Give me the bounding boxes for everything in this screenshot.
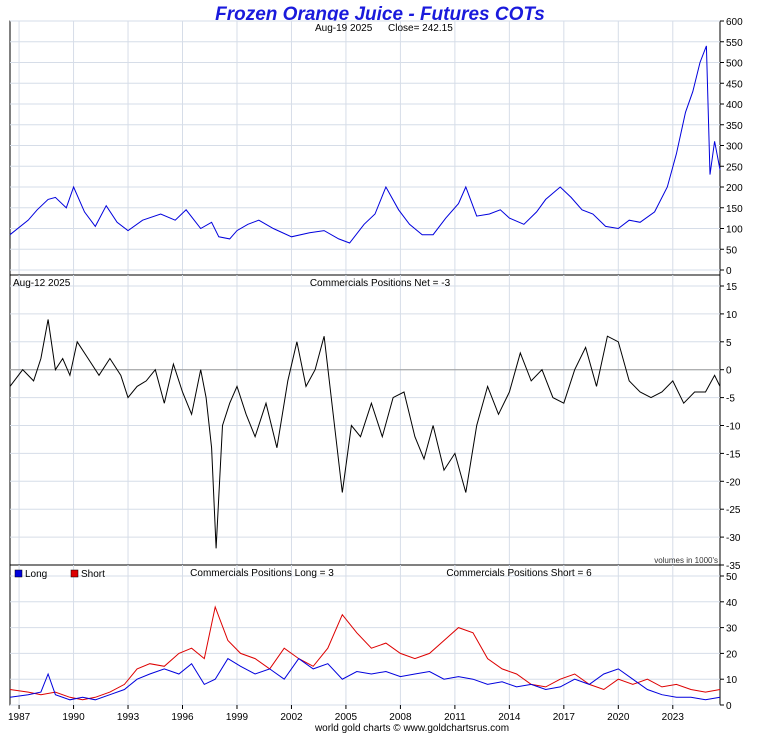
x-tick-label-1999: 1999: [226, 712, 249, 723]
net-y-tick-label: 0: [726, 366, 732, 377]
net-y-tick-label: -10: [726, 422, 741, 433]
legend: Long Short: [14, 569, 105, 580]
legend-long-label: Long: [25, 569, 47, 580]
net-y-axis: 15 10 5 0 -5 -10 -15 -20 -25 -30 -35: [720, 282, 741, 572]
net-y-tick-label: -35: [726, 561, 741, 572]
price-series-line: [9, 45, 721, 244]
x-tick-label-2023: 2023: [662, 712, 685, 723]
price-date-label: Aug-19 2025: [315, 23, 373, 34]
x-tick-label-1990: 1990: [62, 712, 85, 723]
legend-long-swatch: [14, 569, 23, 578]
volumes-note: volumes in 1000's: [654, 556, 718, 565]
net-panel-frame: [9, 274, 721, 566]
x-tick-label-2011: 2011: [444, 712, 466, 723]
price-y-tick-label: 500: [726, 59, 743, 70]
net-date-label: Aug-12 2025: [13, 278, 71, 289]
x-tick-label-2017: 2017: [553, 712, 576, 723]
short-label: Commercials Positions Short = 6: [446, 568, 592, 579]
net-y-tick-label: -30: [726, 533, 741, 544]
price-y-tick-label: 450: [726, 79, 743, 90]
price-y-tick-label: 550: [726, 38, 743, 49]
x-tick-label-2008: 2008: [389, 712, 412, 723]
net-y-tick-label: 5: [726, 338, 732, 349]
net-y-tick-label: 10: [726, 310, 738, 321]
legend-short-swatch: [70, 569, 79, 578]
price-y-tick-label: 350: [726, 121, 743, 132]
long-short-y-tick-label: 50: [726, 572, 738, 583]
x-tick-label-1993: 1993: [117, 712, 140, 723]
net-y-tick-label: -25: [726, 505, 741, 516]
long-series-line: [9, 657, 721, 701]
net-series-line: [9, 319, 721, 549]
net-y-tick-label: 15: [726, 282, 738, 293]
price-close-label: Close= 242.15: [388, 23, 453, 34]
price-y-tick-label: 200: [726, 183, 743, 194]
footer-credit: world gold charts © www.goldchartsrus.co…: [314, 723, 509, 734]
price-panel-frame: [9, 20, 721, 276]
price-y-tick-label: 100: [726, 225, 743, 236]
long-short-y-axis: 0 10 20 30 40 50: [720, 572, 738, 712]
long-short-y-tick-label: 10: [726, 675, 738, 686]
short-series-line: [9, 605, 721, 701]
net-y-tick-label: -5: [726, 394, 735, 405]
net-y-tick-label: -15: [726, 449, 741, 460]
price-y-tick-label: 150: [726, 204, 743, 215]
x-tick-label-1996: 1996: [171, 712, 194, 723]
long-short-y-tick-label: 30: [726, 624, 738, 635]
net-y-tick-label: -20: [726, 477, 741, 488]
long-short-panel: 0 10 20 30 40 50 Long Short Commercials Posit…: [9, 564, 738, 712]
long-label: Commercials Positions Long = 3: [190, 568, 334, 579]
long-short-y-tick-label: 0: [726, 701, 732, 712]
legend-short-label: Short: [81, 569, 105, 580]
price-y-tick-label: 600: [726, 17, 743, 28]
price-y-tick-label: 400: [726, 100, 743, 111]
price-y-tick-label: 300: [726, 142, 743, 153]
long-short-y-tick-label: 40: [726, 598, 738, 609]
x-axis: 1987 1990 1993 1996 1999 2002 2005 2008 2011 2014…: [8, 705, 684, 723]
chart-title: Frozen Orange Juice - Futures COTs: [215, 4, 545, 25]
price-y-tick-label: 50: [726, 245, 738, 256]
x-tick-label-2020: 2020: [607, 712, 630, 723]
price-grid: [10, 20, 720, 275]
x-tick-label-1987: 1987: [8, 712, 31, 723]
net-label: Commercials Positions Net = -3: [310, 278, 451, 289]
long-short-y-tick-label: 20: [726, 649, 738, 660]
price-y-tick-label: 0: [726, 266, 732, 277]
price-y-tick-label: 250: [726, 162, 743, 173]
long-short-panel-frame: [9, 564, 721, 706]
price-panel: 0 50 100 150 200 250 300 350 400 450 500 550 600 Aug…: [9, 17, 743, 277]
price-y-axis: 0 50 100 150 200 250 300 350 400 450 500 550 600: [720, 17, 743, 277]
x-tick-label-2005: 2005: [335, 712, 358, 723]
net-panel: 15 10 5 0 -5 -10 -15 -20 -25 -30 -35 Aug-12 2025 C…: [9, 274, 741, 572]
x-tick-label-2014: 2014: [498, 712, 521, 723]
x-tick-label-2002: 2002: [280, 712, 303, 723]
